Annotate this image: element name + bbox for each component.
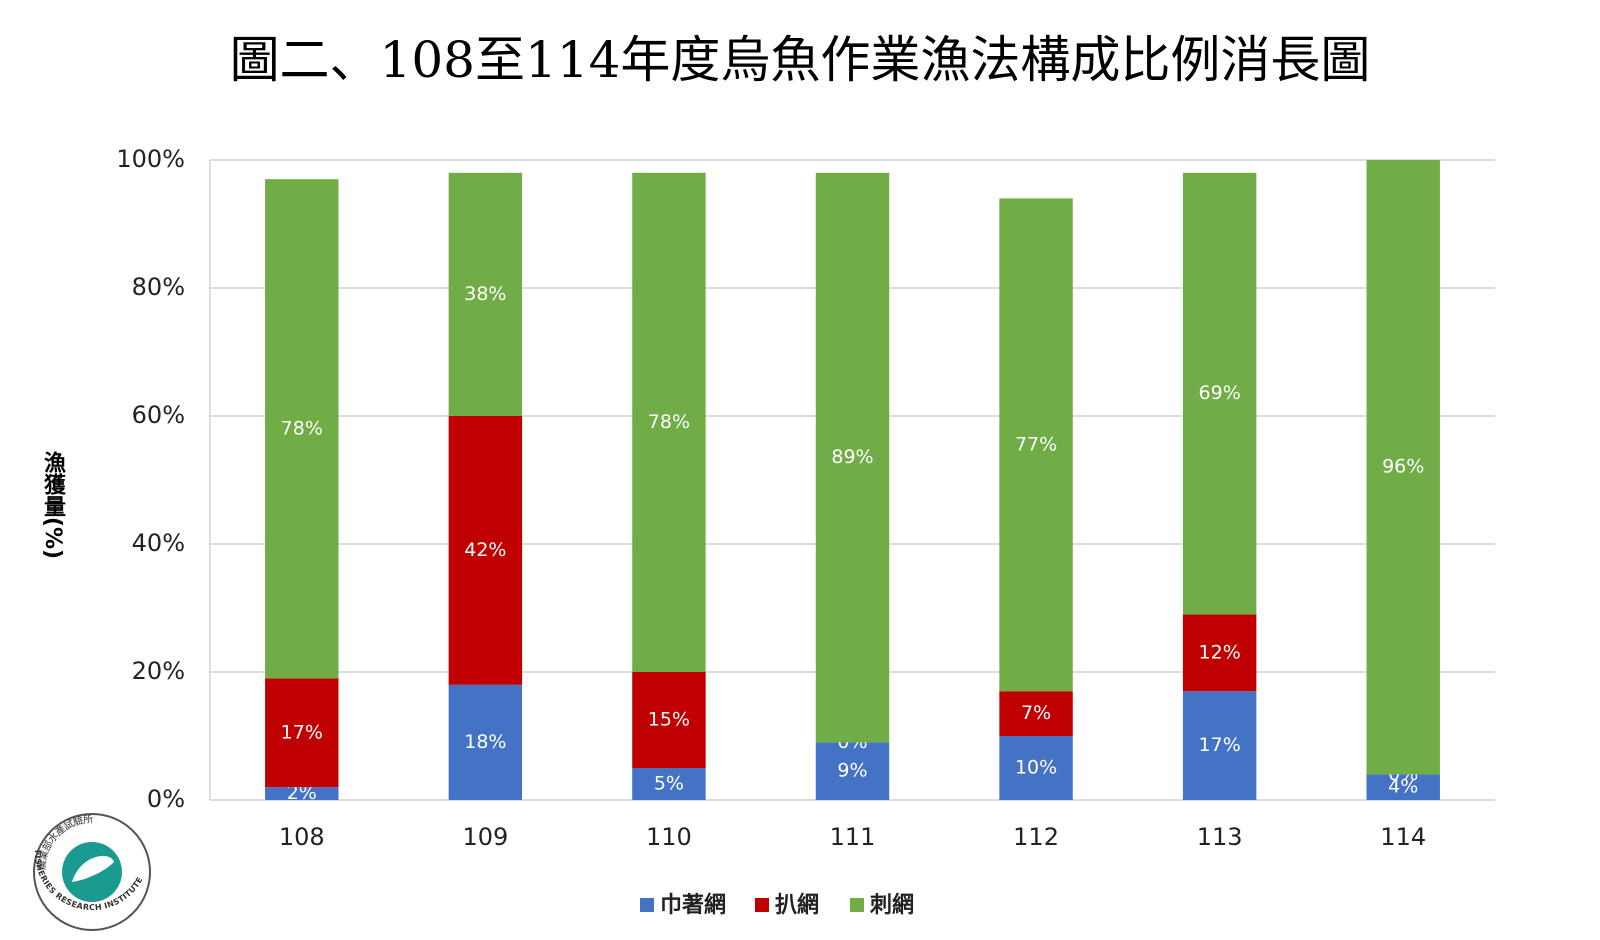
y-axis-title: 漁獲量(%) [40, 450, 66, 559]
bar-segment [448, 416, 523, 685]
y-tick-label: 60% [132, 401, 185, 429]
value-label: 89% [831, 446, 873, 468]
chart-title: 圖二、108至114年度烏魚作業漁法構成比例消長圖 [230, 31, 1371, 89]
y-tick-label: 0% [147, 785, 185, 813]
value-label: 10% [1015, 757, 1057, 779]
value-label: 12% [1199, 641, 1241, 663]
bar-segment [1182, 172, 1257, 615]
legend-label: 扒網 [775, 892, 819, 918]
legend-label: 刺網 [870, 892, 914, 918]
x-tick-label: 114 [1380, 823, 1426, 851]
bar-segment [815, 172, 890, 743]
x-tick-label: 113 [1197, 823, 1243, 851]
value-label: 42% [464, 539, 506, 561]
x-tick-label: 110 [646, 823, 692, 851]
y-tick-label: 40% [132, 529, 185, 557]
value-label: 2% [287, 782, 317, 804]
value-label: 18% [464, 731, 506, 753]
bar-segment [265, 179, 339, 679]
legend-swatch [640, 898, 654, 912]
value-label: 17% [1199, 734, 1241, 756]
logo: 農業部水產試驗所 FISHERIES RESEARCH INSTITUTE [33, 813, 151, 931]
value-label: 7% [1021, 702, 1051, 724]
bar-segment [999, 736, 1073, 800]
bar-segment [448, 172, 523, 416]
bar-segment [632, 768, 706, 800]
bar-segment [815, 742, 890, 800]
bar-segment [1366, 160, 1440, 775]
bar-segment [1182, 614, 1257, 692]
y-tick-label: 100% [116, 145, 185, 173]
value-label: 4% [1388, 776, 1418, 798]
bar-segment [265, 678, 339, 788]
legend-swatch [755, 898, 769, 912]
x-tick-label: 108 [279, 823, 325, 851]
bar-segment [632, 672, 706, 768]
value-label: 38% [464, 283, 506, 305]
legend-label: 巾著網 [660, 892, 726, 918]
value-label: 78% [281, 417, 323, 439]
bar-segment [632, 172, 706, 673]
y-tick-label: 20% [132, 657, 185, 685]
x-tick-label: 112 [1013, 823, 1059, 851]
legend-swatch [850, 898, 864, 912]
value-label: 78% [648, 411, 690, 433]
x-tick-label: 109 [462, 823, 508, 851]
value-label: 77% [1015, 433, 1057, 455]
logo-fish [72, 855, 114, 882]
bar-segment [448, 684, 523, 800]
bar-segment [265, 787, 339, 800]
value-label: 9% [837, 760, 867, 782]
bar-segment [999, 691, 1073, 736]
value-label: 5% [654, 773, 684, 795]
x-tick-label: 111 [830, 823, 876, 851]
value-label: 15% [648, 709, 690, 731]
y-tick-label: 80% [132, 273, 185, 301]
bar-segment [1366, 774, 1440, 800]
value-label: 17% [281, 721, 323, 743]
value-label: 96% [1382, 456, 1424, 478]
bar-segment [999, 198, 1073, 692]
bar-segment [1182, 691, 1257, 800]
value-label: 69% [1199, 382, 1241, 404]
